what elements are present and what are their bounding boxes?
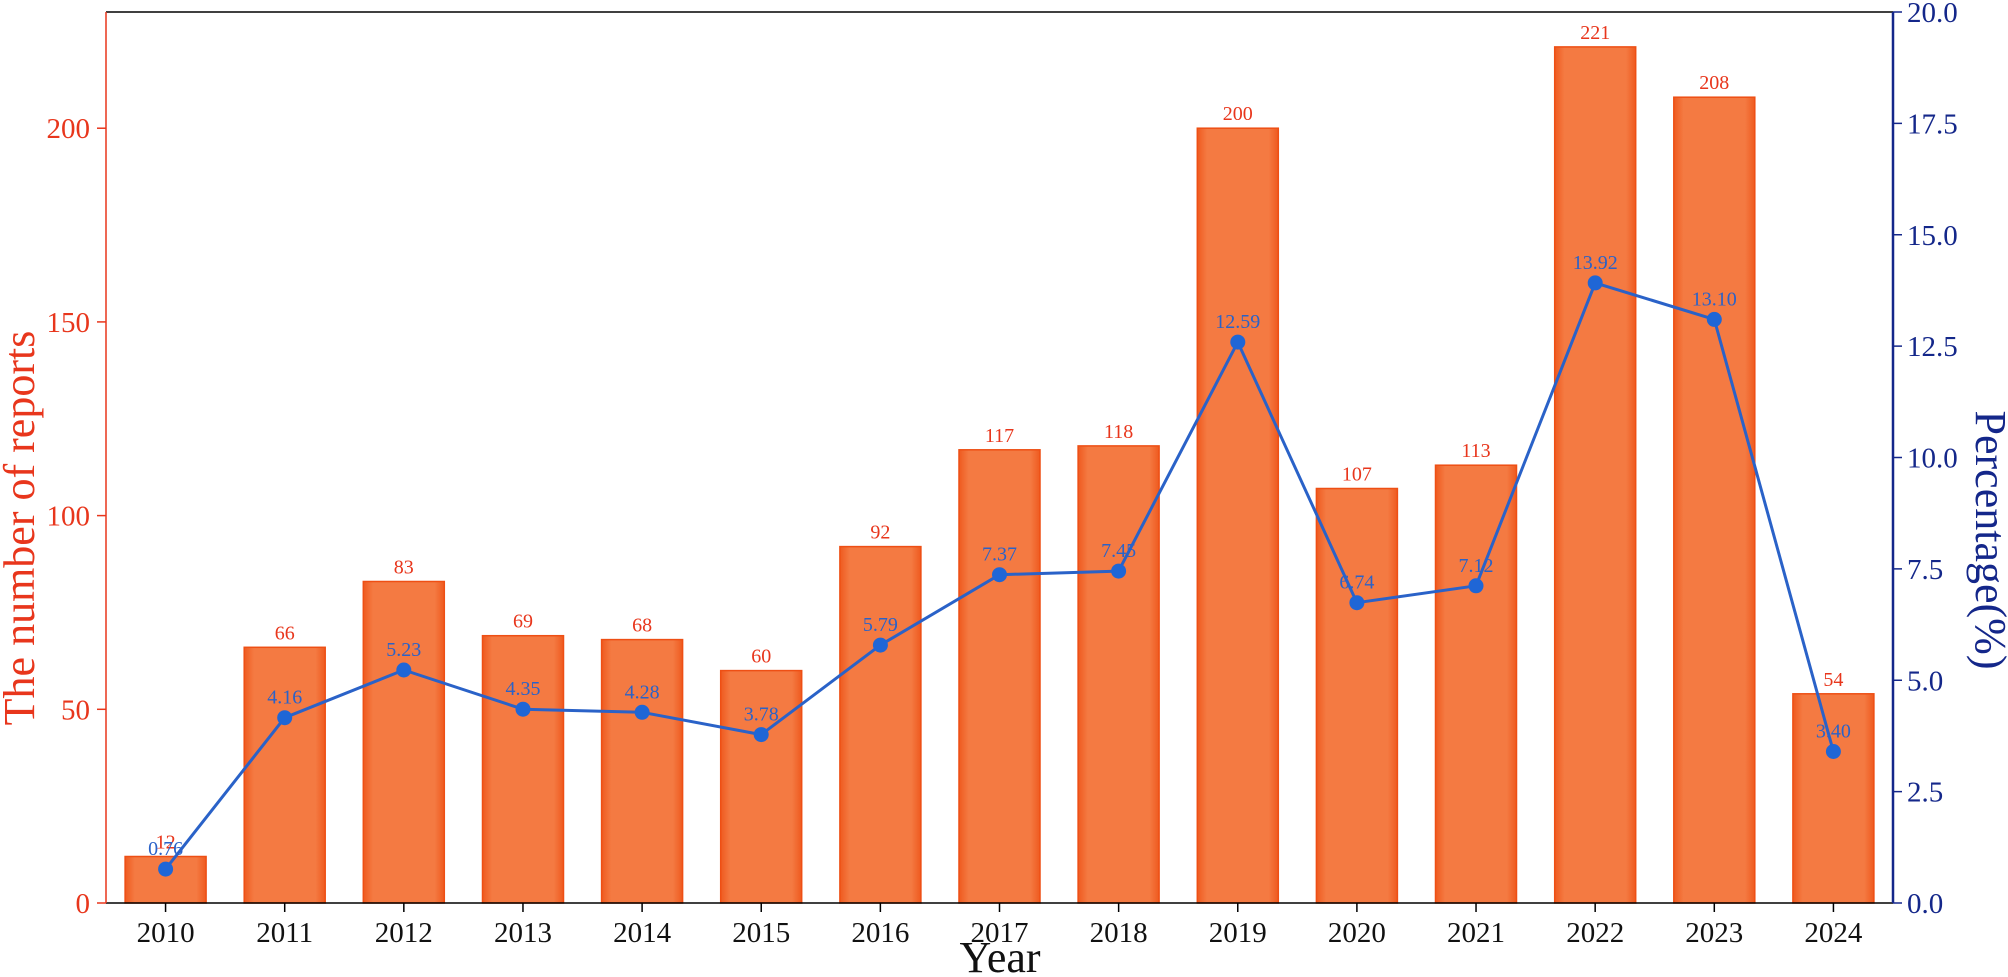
x-tick-label-2020: 2020 (1328, 917, 1386, 949)
left-y-axis-title: The number of reports (0, 331, 44, 726)
left-y-tick-label-150: 150 (47, 307, 91, 339)
point-label-2014: 4.28 (625, 681, 660, 703)
point-2023 (1706, 311, 1722, 327)
bar-2023 (1673, 96, 1756, 904)
bar-2016 (839, 545, 922, 904)
point-label-2010: 0.76 (148, 838, 183, 860)
x-tick-label-2015: 2015 (732, 917, 790, 949)
right-y-tick-label-5.0: 5.0 (1907, 665, 1943, 697)
point-label-2019: 12.59 (1215, 311, 1260, 333)
point-2015 (753, 727, 769, 743)
bar-label-2023: 208 (1699, 72, 1729, 94)
left-y-tick-label-200: 200 (47, 113, 91, 145)
point-2021 (1468, 578, 1484, 594)
x-tick-label-2018: 2018 (1090, 917, 1148, 949)
x-axis-title: Year (959, 933, 1040, 977)
x-tick-label-2013: 2013 (494, 917, 552, 949)
bar-label-2016: 92 (870, 522, 890, 544)
x-tick-label-2014: 2014 (613, 917, 672, 949)
right-y-tick-label-17.5: 17.5 (1907, 108, 1958, 140)
bar-2014 (600, 638, 684, 904)
point-label-2012: 5.23 (386, 639, 421, 661)
point-label-2015: 3.78 (744, 704, 779, 726)
bar-label-2021: 113 (1461, 440, 1490, 462)
right-y-tick-label-2.5: 2.5 (1907, 777, 1943, 809)
point-label-2011: 4.16 (267, 687, 302, 709)
point-2016 (872, 637, 888, 653)
bar-label-2011: 66 (275, 622, 295, 644)
point-label-2017: 7.37 (982, 544, 1017, 566)
point-label-2022: 13.92 (1573, 252, 1618, 274)
bar-2013 (481, 634, 565, 904)
bar-label-2018: 118 (1104, 421, 1133, 443)
point-2011 (277, 710, 293, 726)
point-2022 (1587, 275, 1603, 291)
x-tick-label-2023: 2023 (1685, 917, 1743, 949)
x-tick-label-2012: 2012 (375, 917, 433, 949)
labels-layer: 2010 2011 2012 2013 2014 2015 2016 2017 2018 2019… (47, 0, 1958, 949)
bar-label-2017: 117 (985, 425, 1014, 447)
x-tick-label-2017: 2017 (971, 917, 1029, 949)
bar-label-2020: 107 (1342, 464, 1372, 486)
point-2010 (158, 861, 174, 877)
point-2020 (1349, 595, 1365, 611)
point-2018 (1111, 563, 1127, 579)
bar-2015 (719, 669, 803, 904)
left-y-tick-label-100: 100 (47, 501, 91, 533)
bar-label-2012: 83 (394, 557, 414, 579)
bar-2012 (362, 580, 446, 904)
x-tick-label-2024: 2024 (1804, 917, 1863, 949)
point-2024 (1825, 744, 1841, 759)
bar-label-2010: 12 (156, 832, 176, 854)
point-label-2024: 3.40 (1816, 721, 1851, 743)
x-tick-label-2011: 2011 (256, 917, 313, 949)
x-tick-label-2021: 2021 (1447, 917, 1505, 949)
right-y-tick-label-12.5: 12.5 (1907, 331, 1958, 363)
bar-label-2022: 221 (1580, 22, 1610, 44)
left-y-tick-label-50: 50 (61, 694, 90, 726)
right-y-tick-label-20.0: 20.0 (1907, 0, 1958, 29)
x-tick-label-2019: 2019 (1209, 917, 1267, 949)
point-label-2021: 7.12 (1459, 555, 1494, 577)
point-label-2013: 4.35 (506, 678, 541, 700)
point-label-2023: 13.10 (1692, 288, 1737, 310)
point-2012 (396, 662, 412, 678)
percentage-line-layer (158, 275, 1841, 877)
bar-label-2019: 200 (1223, 103, 1253, 125)
left-y-tick-label-0: 0 (76, 888, 91, 920)
bar-label-2014: 68 (632, 615, 652, 637)
x-tick-label-2016: 2016 (851, 917, 909, 949)
right-y-axis-title: Percentage(%) (1966, 411, 2008, 670)
bar-label-2024: 54 (1823, 669, 1843, 691)
bar-2017 (958, 449, 1041, 904)
bar-2024 (1792, 693, 1875, 904)
bar-2011 (243, 646, 326, 904)
point-2014 (634, 704, 650, 720)
bar-2022 (1553, 46, 1637, 904)
bar-2020 (1315, 487, 1399, 904)
right-y-tick-label-7.5: 7.5 (1907, 554, 1943, 586)
x-tick-label-2010: 2010 (137, 917, 195, 949)
right-y-tick-label-15.0: 15.0 (1907, 220, 1958, 252)
axes-layer (97, 11, 1902, 912)
point-2013 (515, 701, 531, 717)
point-label-2020: 6.74 (1339, 572, 1374, 594)
right-y-tick-label-0.0: 0.0 (1907, 888, 1943, 920)
point-2019 (1230, 334, 1246, 350)
point-2017 (992, 567, 1007, 583)
point-label-2018: 7.45 (1101, 540, 1136, 562)
x-tick-label-2022: 2022 (1566, 917, 1624, 949)
point-label-2016: 5.79 (863, 614, 898, 636)
bar-label-2015: 60 (751, 646, 771, 668)
bar-2021 (1434, 464, 1518, 904)
bars-layer (124, 46, 1875, 904)
bar-2019 (1196, 127, 1280, 904)
bar-label-2013: 69 (513, 611, 533, 633)
right-y-tick-label-10.0: 10.0 (1907, 443, 1958, 475)
